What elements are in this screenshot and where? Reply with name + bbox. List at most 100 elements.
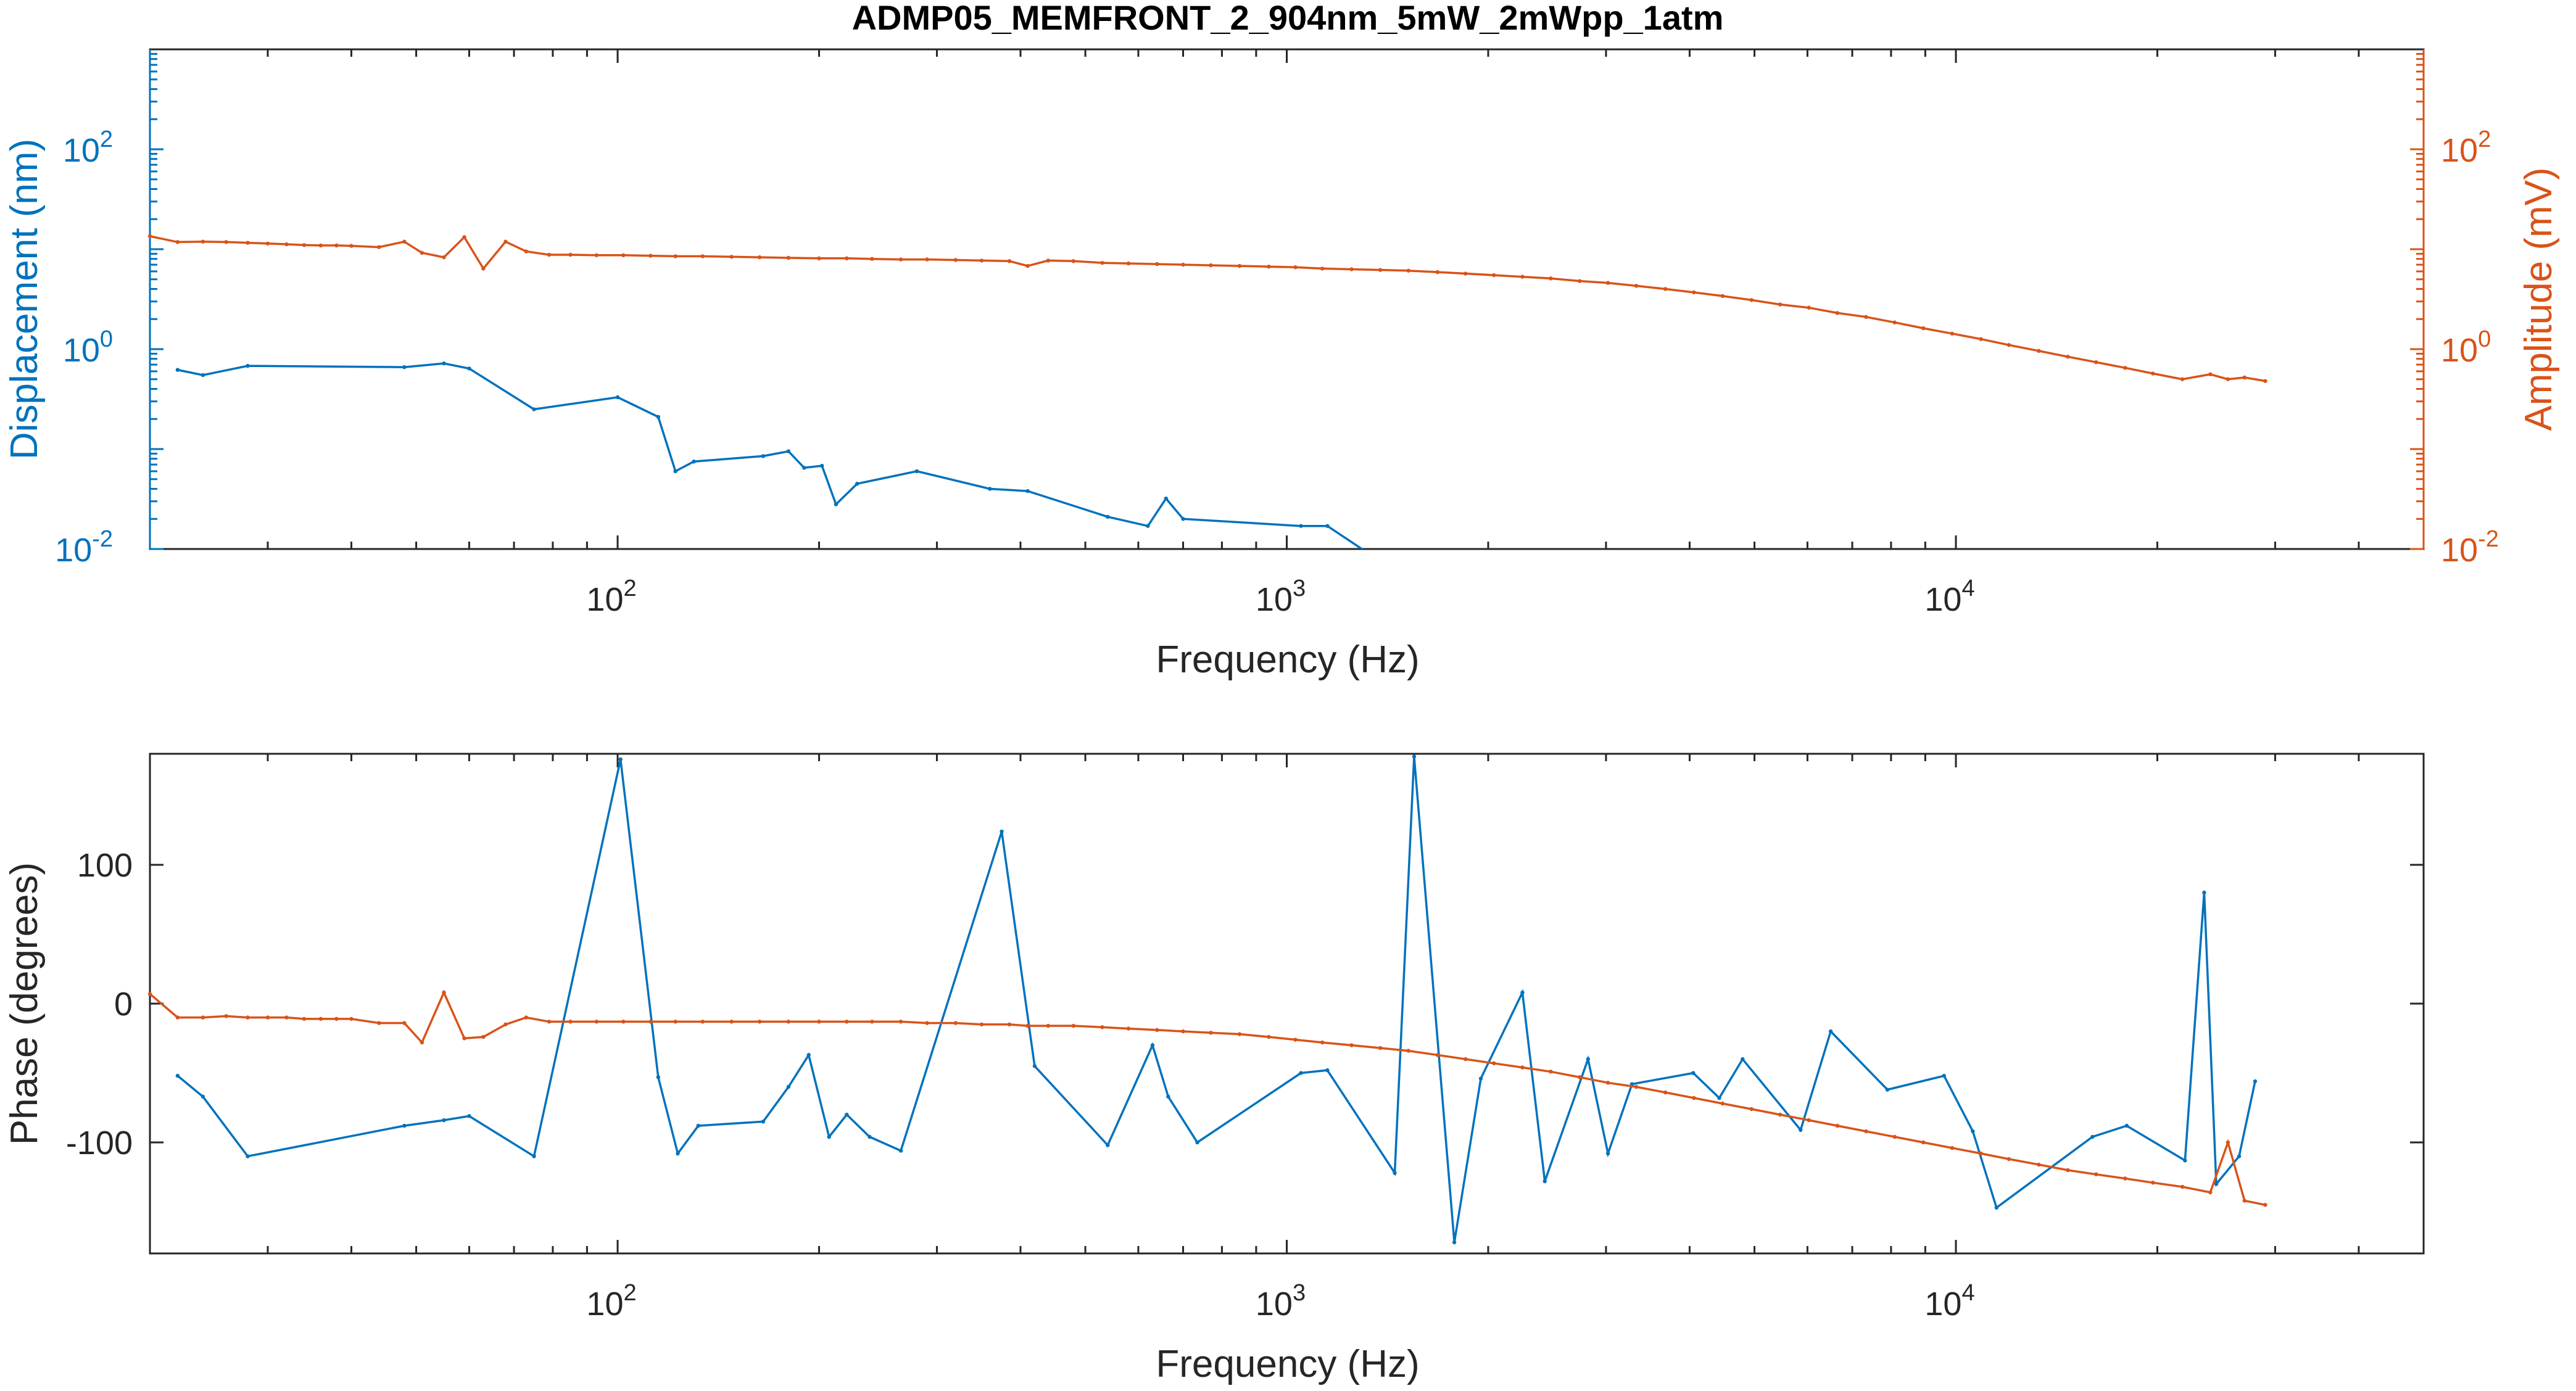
data-point [2263,379,2267,383]
data-point [1663,287,1668,291]
data-point [2037,349,2041,353]
data-point [201,1094,205,1099]
data-point [1950,1145,1955,1150]
data-point [1150,1043,1155,1047]
data-point [806,1053,811,1057]
data-point [615,395,620,400]
data-point [914,469,919,474]
data-point [503,1022,508,1026]
data-point [442,255,446,260]
data-point [1549,1070,1553,1074]
data-point [503,239,508,244]
data-point [1181,1029,1185,1034]
data-point [175,1015,180,1020]
data-point [532,407,536,411]
data-point [1209,1031,1213,1035]
data-point [868,1134,872,1139]
data-point [953,258,958,262]
data-point [246,1015,250,1020]
data-point [1892,320,1897,324]
data-point [1393,1171,1397,1175]
data-point [1299,1071,1303,1075]
data-point [1828,1029,1833,1034]
data-point [1835,1123,1840,1128]
data-point [1520,1065,1525,1070]
data-point [1166,1094,1170,1099]
data-point [2183,1158,2187,1163]
data-point [979,258,984,263]
data-point [870,257,874,261]
data-point [761,1120,766,1124]
data-point [1691,1071,1696,1075]
data-point [1181,262,1185,267]
data-point [1971,1129,1975,1134]
data-point [1749,1107,1754,1112]
x-axis-label-top: Frequency (Hz) [1156,638,1419,681]
data-point [953,1021,958,1025]
data-point [1046,1023,1051,1028]
data-point [1492,1061,1496,1065]
data-point [318,243,323,248]
y-axis-label-phase: Phase (degrees) [3,862,46,1145]
data-point [1778,302,1783,307]
data-point [284,242,289,247]
data-point [334,1017,339,1021]
data-point [1885,1088,1890,1092]
data-point [532,1154,536,1158]
data-point [1717,1096,1721,1100]
data-point [224,240,228,244]
data-point [1320,266,1325,271]
data-point [1586,1057,1590,1062]
data-point [402,1123,407,1128]
data-point [673,1020,677,1024]
data-point [1406,268,1410,273]
y-tick-label: 0 [114,986,133,1023]
data-point [462,235,466,239]
data-point [648,254,653,258]
data-point [349,1017,354,1021]
data-point [147,234,152,239]
data-point [700,254,705,258]
data-point [1478,1076,1483,1081]
data-point [284,1015,289,1020]
data-point [1741,1057,1745,1062]
data-point [420,250,425,255]
data-point [1106,514,1110,519]
data-point [786,449,791,453]
data-point [729,255,734,259]
data-point [246,363,250,368]
data-point [1209,263,1213,268]
data-point [1412,754,1417,759]
data-point [265,1015,270,1020]
data-point [1464,271,1468,276]
data-point [1046,258,1051,263]
data-point [696,1123,700,1128]
data-point [979,1022,984,1026]
data-point [618,757,623,762]
data-point [1325,524,1330,528]
data-point [1692,1096,1696,1100]
data-point [1950,331,1955,336]
data-point [673,469,677,474]
data-point [246,1154,250,1158]
data-point [1520,274,1525,279]
data-point [1864,1129,1868,1134]
data-point [2151,371,2155,376]
data-point [1605,1081,1610,1085]
data-point [2202,890,2206,895]
data-point [1692,290,1696,295]
data-point [349,244,354,248]
data-point [898,1149,903,1153]
plot-area-top [149,48,2425,550]
data-point [2007,343,2011,347]
data-point [442,990,446,995]
data-point [2242,1199,2247,1203]
phase-chart: 102 103 104 -100 0 100 Frequency (Hz) Phase (… [3,753,2425,1385]
data-point [1942,1073,1946,1078]
data-point [1378,1046,1383,1050]
data-point [175,1073,180,1078]
data-point [2124,1123,2129,1128]
data-point [621,253,626,257]
data-point [1799,1128,1803,1132]
